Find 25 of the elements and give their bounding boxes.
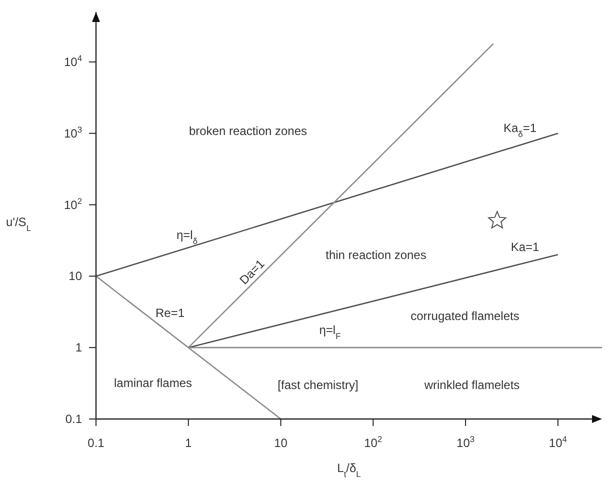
x-tick-label: 10$^{3}$ xyxy=(456,434,475,450)
annotation: [fast chemistry] xyxy=(278,378,358,392)
y-tick-label: 1 xyxy=(75,340,82,355)
y-tick-label: 10$^{4}$ xyxy=(64,52,82,69)
annotation: laminar flames xyxy=(114,376,192,390)
annotation: Re=1 xyxy=(155,306,185,320)
annotation: corrugated flamelets xyxy=(410,309,520,323)
y-tick-label: 0.1 xyxy=(65,412,82,426)
y-tick-label: 10$^{2}$ xyxy=(64,196,82,212)
annotation: thin reaction zones xyxy=(326,248,426,262)
y-axis-title: u'/S$_{L}$ xyxy=(6,215,32,234)
x-tick-label: 10$^{2}$ xyxy=(364,434,382,450)
annotation: broken reaction zones xyxy=(188,124,308,138)
x-tick-label: 0.1 xyxy=(88,436,105,450)
y-tick-label: 10 xyxy=(68,269,82,284)
annotation: Ka$_{δ}$=1 xyxy=(503,121,537,139)
annotation: wrinkled flamelets xyxy=(423,378,520,392)
y-tick-label: 10$^{3}$ xyxy=(64,124,82,140)
annotation: η=l$_{δ}$ xyxy=(176,228,198,246)
x-axis-title: L$_{t}$/δ$_{L}$ xyxy=(337,461,362,479)
annotation: η=l$_{F}$ xyxy=(319,323,341,341)
x-tick-label: 10 xyxy=(274,436,288,450)
annotation: Ka=1 xyxy=(510,240,540,254)
x-tick-label: 10$^{4}$ xyxy=(548,434,568,450)
x-tick-label: 1 xyxy=(185,436,192,450)
